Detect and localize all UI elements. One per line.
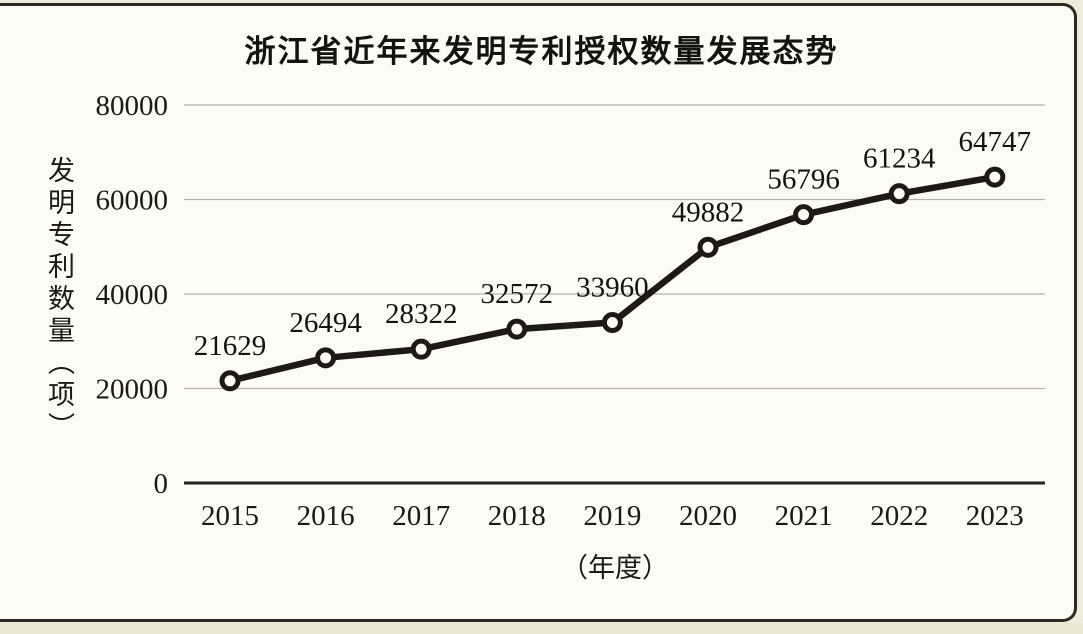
x-tick-label: 2018 bbox=[488, 500, 546, 532]
data-point-marker bbox=[601, 312, 623, 334]
data-point-marker bbox=[410, 338, 432, 360]
x-tick-label: 2015 bbox=[201, 500, 259, 532]
data-point-marker bbox=[219, 370, 241, 392]
data-label: 64747 bbox=[959, 126, 1032, 158]
x-tick-label: 2019 bbox=[583, 500, 641, 532]
data-label: 56796 bbox=[767, 164, 840, 196]
y-tick-label: 80000 bbox=[96, 90, 169, 122]
data-label: 32572 bbox=[481, 278, 554, 310]
data-point-marker bbox=[506, 318, 528, 340]
data-point-marker bbox=[793, 204, 815, 226]
y-tick-label: 0 bbox=[154, 468, 169, 500]
data-label: 61234 bbox=[863, 143, 936, 175]
data-label: 33960 bbox=[576, 272, 649, 304]
data-label: 26494 bbox=[289, 307, 362, 339]
x-axis-title: （年度） bbox=[561, 553, 669, 583]
data-point-marker bbox=[315, 347, 337, 369]
page-bottom-strip bbox=[0, 623, 1083, 634]
y-tick-label: 60000 bbox=[96, 185, 169, 217]
x-tick-label: 2020 bbox=[679, 500, 737, 532]
data-label: 21629 bbox=[194, 330, 267, 362]
data-point-marker bbox=[697, 236, 719, 258]
y-tick-label: 20000 bbox=[96, 374, 169, 406]
x-tick-label: 2022 bbox=[870, 500, 928, 532]
data-label: 49882 bbox=[672, 196, 745, 228]
data-point-marker bbox=[984, 166, 1006, 188]
chart-title: 浙江省近年来发明专利授权数量发展态势 bbox=[244, 34, 839, 69]
x-tick-label: 2017 bbox=[392, 500, 450, 532]
x-tick-label: 2016 bbox=[297, 500, 355, 532]
y-axis-title: 发明专利数量（项） bbox=[44, 156, 74, 444]
data-point-marker bbox=[888, 183, 910, 205]
y-tick-label: 40000 bbox=[96, 279, 169, 311]
data-label: 28322 bbox=[385, 298, 458, 330]
x-tick-label: 2023 bbox=[966, 500, 1024, 532]
x-tick-label: 2021 bbox=[775, 500, 833, 532]
chart-frame bbox=[0, 3, 1077, 622]
